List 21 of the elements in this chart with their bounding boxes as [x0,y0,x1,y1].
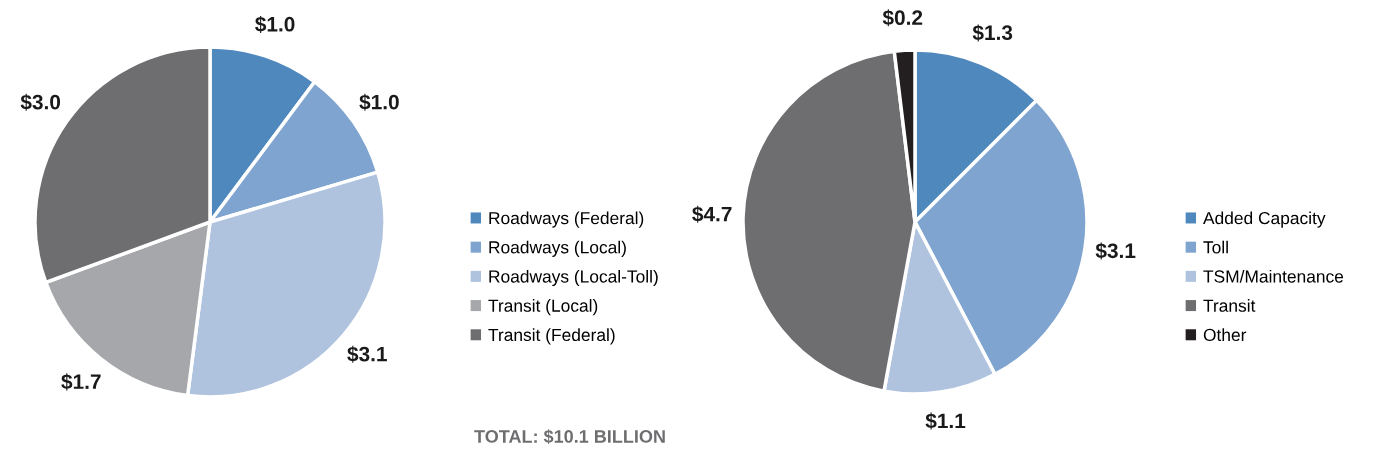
legend-label: Transit (Local) [488,299,598,316]
data-label: $0.2 [882,9,923,27]
legend-label: Roadways (Local-Toll) [489,269,658,287]
data-label: $1.0 [359,93,399,111]
legend-label: Toll [1203,240,1228,254]
legend-label: Transit (Federal) [488,328,615,345]
data-label: $1.3 [972,24,1013,42]
data-label: $3.0 [20,93,61,111]
legend-label: Added Capacity [1203,211,1326,228]
legend-label: Roadways (Local) [489,240,626,257]
legend-label: Transit [1203,299,1256,312]
data-label: $4.7 [692,205,732,223]
legend-label: Other [1203,328,1247,342]
legend-label: Roadways (Federal) [489,211,644,228]
legend-label: TSM/Maintenance [1203,269,1344,283]
data-label: $3.1 [347,345,387,363]
data-label: $1.7 [61,373,101,391]
data-label: $1.0 [255,15,295,33]
data-label: $3.1 [1095,242,1136,260]
text: TOTAL: $10.1 BILLION [474,429,665,445]
data-label: $1.1 [925,412,966,430]
